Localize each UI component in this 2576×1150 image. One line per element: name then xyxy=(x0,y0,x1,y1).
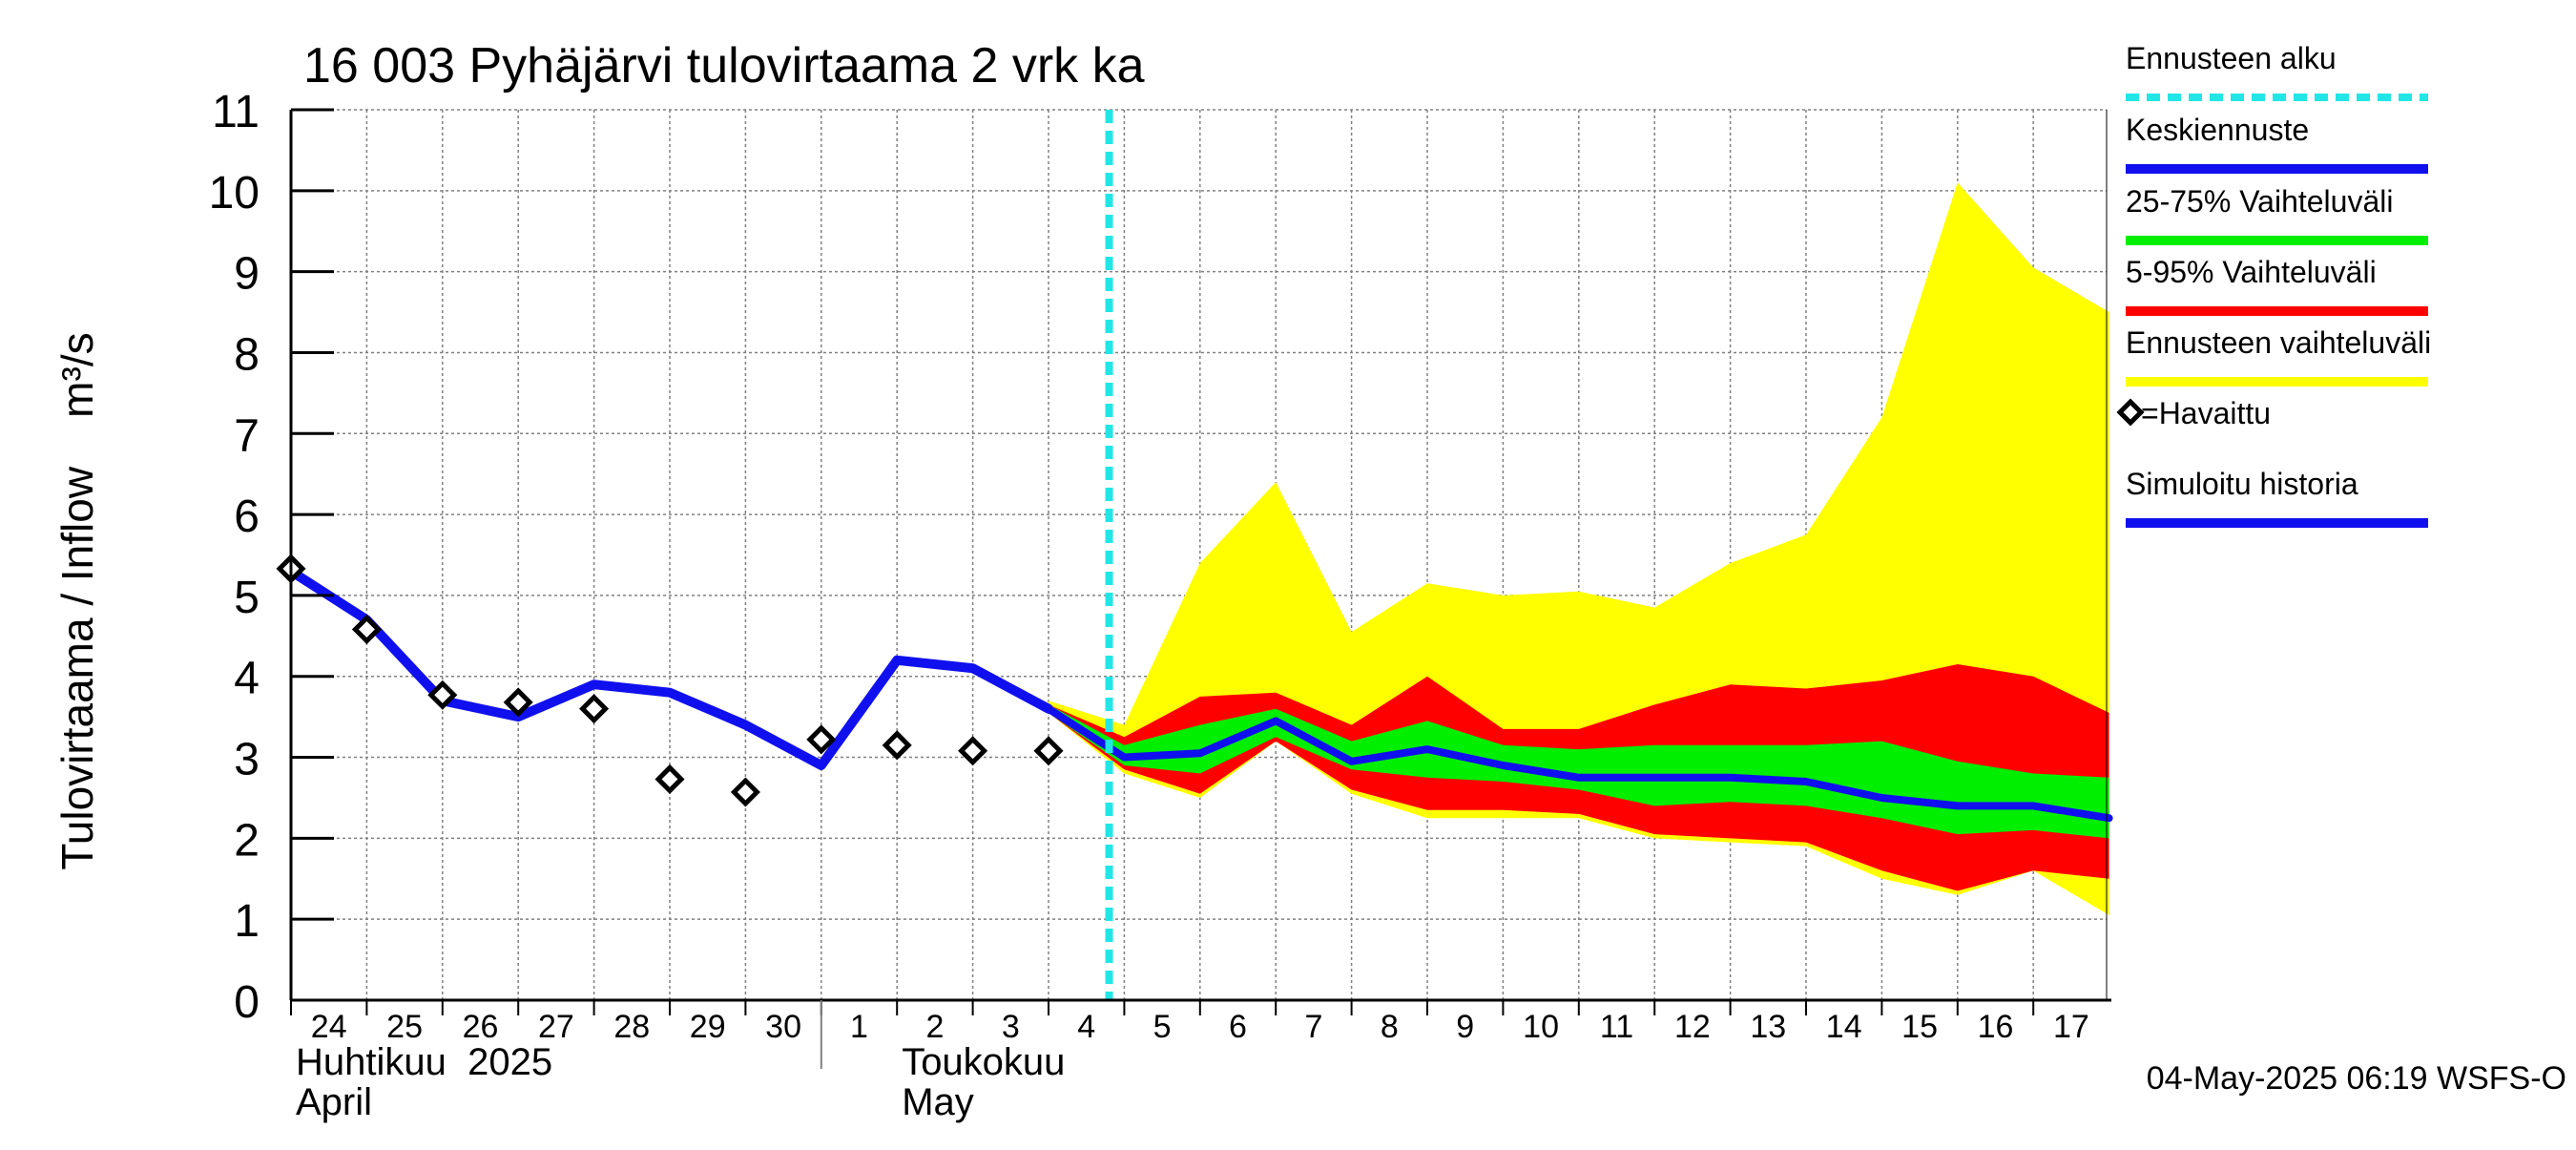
x-tick-label: 7 xyxy=(1304,1009,1322,1045)
x-tick-label: 10 xyxy=(1523,1009,1559,1045)
mean-forecast-line xyxy=(1045,704,2113,823)
legend-marker-observed xyxy=(2116,398,2145,427)
x-tick-label: 25 xyxy=(386,1009,423,1045)
x-tick-label: 5 xyxy=(1153,1009,1172,1045)
month-label: Toukokuu xyxy=(902,1041,1065,1083)
x-tick-label: 13 xyxy=(1750,1009,1786,1045)
x-tick-label: 11 xyxy=(1600,1009,1633,1045)
month-label-en: April xyxy=(296,1081,372,1123)
y-tick-label: 4 xyxy=(234,654,260,704)
y-tick-label: 0 xyxy=(234,977,260,1028)
x-tick-label: 6 xyxy=(1229,1009,1247,1045)
legend-label: Ennusteen alku xyxy=(2126,41,2337,75)
x-tick-label: 4 xyxy=(1077,1009,1095,1045)
x-tick-label: 27 xyxy=(538,1009,574,1045)
y-tick-label: 11 xyxy=(212,87,260,137)
legend-label: =Havaittu xyxy=(2141,396,2271,430)
x-tick-label: 17 xyxy=(2053,1009,2089,1045)
x-tick-label: 15 xyxy=(1901,1009,1938,1045)
x-tick-label: 12 xyxy=(1674,1009,1711,1045)
simulated-history-line xyxy=(286,566,1053,770)
observed-point xyxy=(806,724,837,755)
observed-point xyxy=(503,687,533,718)
y-tick-label: 2 xyxy=(234,815,260,866)
x-tick-label: 16 xyxy=(1978,1009,2014,1045)
observed-point xyxy=(1033,736,1064,766)
x-tick-label: 1 xyxy=(850,1009,868,1045)
x-tick-label: 26 xyxy=(463,1009,499,1045)
y-tick-label: 6 xyxy=(234,491,260,542)
timestamp: 04-May-2025 06:19 WSFS-O xyxy=(2147,1060,2566,1097)
legend-label: Ennusteen vaihteluväli xyxy=(2126,325,2431,360)
legend-label: 25-75% Vaihteluväli xyxy=(2126,184,2393,219)
legend-label: Simuloitu historia xyxy=(2126,467,2358,501)
y-tick-label: 3 xyxy=(234,735,260,785)
observed-point xyxy=(427,680,458,710)
legend-label: 5-95% Vaihteluväli xyxy=(2126,255,2377,289)
y-tick-label: 5 xyxy=(234,573,260,623)
x-tick-label: 2 xyxy=(925,1009,944,1045)
month-label: Huhtikuu 2025 xyxy=(296,1041,552,1083)
chart-title: 16 003 Pyhäjärvi tulovirtaama 2 vrk ka xyxy=(303,38,1145,94)
y-tick-label: 1 xyxy=(234,896,260,947)
legend-label: Keskiennuste xyxy=(2126,113,2309,147)
y-axis-label: Tulovirtaama / Inflow m³/s xyxy=(52,332,102,869)
observed-point xyxy=(730,777,760,807)
x-tick-label: 9 xyxy=(1456,1009,1474,1045)
x-tick-label: 29 xyxy=(690,1009,726,1045)
observed-point xyxy=(958,736,988,766)
month-label-en: May xyxy=(902,1081,974,1123)
x-tick-label: 3 xyxy=(1002,1009,1020,1045)
y-tick-label: 10 xyxy=(209,168,260,219)
y-tick-label: 7 xyxy=(234,410,260,461)
x-tick-label: 30 xyxy=(765,1009,801,1045)
y-tick-label: 9 xyxy=(234,249,260,300)
x-tick-label: 8 xyxy=(1381,1009,1399,1045)
observed-point xyxy=(351,614,382,645)
observed-point xyxy=(882,730,912,761)
x-tick-label: 28 xyxy=(613,1009,650,1045)
y-tick-label: 8 xyxy=(234,329,260,380)
observed-point xyxy=(579,694,610,724)
x-tick-label: 14 xyxy=(1826,1009,1862,1045)
x-tick-label: 24 xyxy=(311,1009,347,1045)
observed-point xyxy=(654,763,685,794)
